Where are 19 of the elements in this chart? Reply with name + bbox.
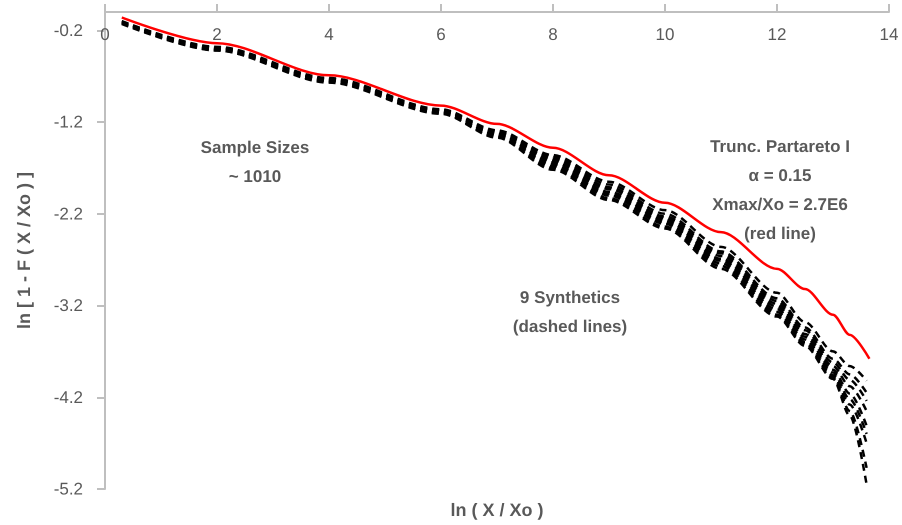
x-tick-label: 12 [768,25,786,44]
x-tick-label: 2 [212,25,222,44]
x-tick-label: 4 [324,25,334,44]
y-tick-label: -1.2 [54,112,83,132]
x-tick-label: 10 [656,25,674,44]
y-tick-label: -5.2 [54,480,83,498]
x-tick-label: 8 [548,25,558,44]
x-tick-label: 0 [100,25,110,44]
x-axis-title: ln ( X / Xo ) [450,500,544,520]
annotation: Sample Sizes ~ 1010 [200,138,310,186]
y-tick-label: -3.2 [54,296,83,316]
x-tick-label: 6 [436,25,446,44]
y-tick-label: -0.2 [54,20,83,40]
y-tick-label: -2.2 [54,204,83,224]
y-tick-label: -4.2 [54,388,83,407]
annotation: Trunc. Partareto I α = 0.15 Xmax/Xo = 2.7E6 (red line) [710,137,850,243]
annotation: 9 Synthetics (dashed lines) [512,288,628,336]
y-axis-title: ln [ 1 - F ( X / Xo ) ] [14,172,34,329]
x-tick-label: 14 [880,25,898,44]
